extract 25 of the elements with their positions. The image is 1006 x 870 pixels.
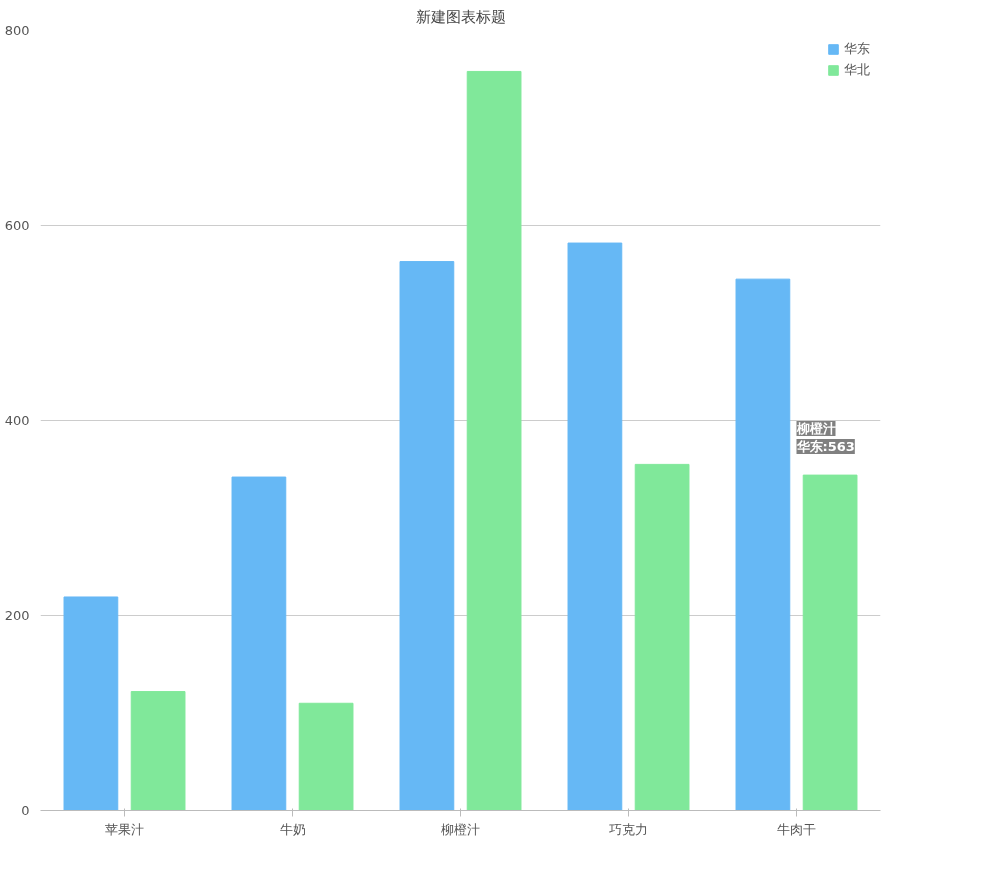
legend-label: 华东: [844, 40, 870, 58]
x-tick-label: 苹果汁: [105, 821, 144, 837]
bar: [802, 474, 858, 811]
bar: [567, 242, 623, 811]
y-tick-label: 400: [4, 413, 30, 428]
y-tick-label: 200: [4, 608, 30, 623]
x-tick-label: 牛肉干: [777, 821, 816, 837]
bar: [466, 70, 522, 811]
y-tick-label: 0: [21, 803, 30, 818]
bar: [298, 702, 354, 811]
chart-title: 新建图表标题: [415, 7, 506, 26]
annotation: 柳橙汁: [795, 421, 836, 437]
y-tick-label: 600: [4, 218, 30, 233]
bar: [63, 596, 119, 811]
legend-label: 华北: [844, 61, 870, 79]
bar: [231, 476, 287, 811]
annotation: 华东:563: [795, 439, 855, 455]
y-tick-label: 800: [4, 23, 30, 38]
x-tick-label: 牛奶: [279, 821, 306, 837]
bar: [634, 463, 690, 811]
bar: [399, 261, 455, 811]
x-tick-label: 巧克力: [609, 821, 648, 837]
x-tick-label: 柳橙汁: [441, 821, 480, 837]
bar: [735, 278, 791, 811]
bar: [130, 691, 186, 811]
